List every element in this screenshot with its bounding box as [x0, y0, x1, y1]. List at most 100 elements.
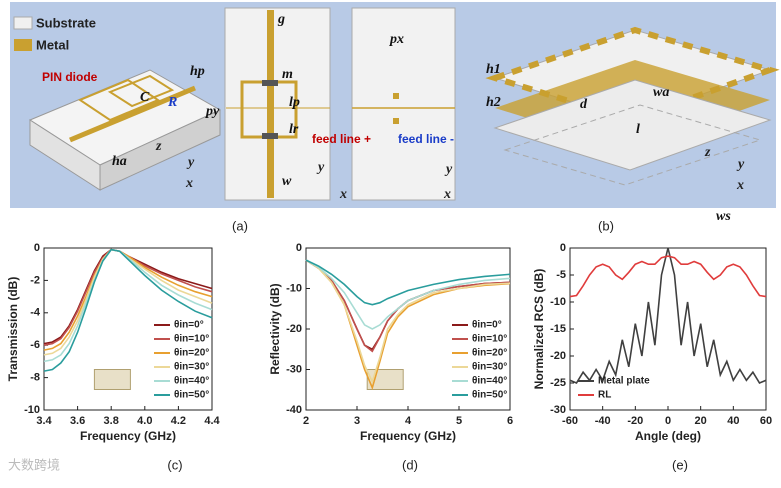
series-line — [569, 255, 767, 298]
x-tick-label: -20 — [627, 415, 643, 427]
x-tick-label: 5 — [456, 415, 462, 427]
panel-label: (a) — [232, 218, 248, 233]
y-tick-label: -30 — [550, 404, 566, 416]
watermark: 大数跨境 — [8, 457, 60, 472]
diagram-label: w — [282, 174, 292, 189]
y-tick-label: -10 — [286, 282, 302, 294]
y-tick-label: -10 — [550, 296, 566, 308]
legend-label: θin=20° — [174, 348, 209, 359]
unit-cell-bottom — [351, 7, 456, 201]
x-axis-title: Frequency (GHz) — [360, 429, 456, 443]
axis-indicator: x — [736, 178, 744, 193]
diagram-label: lr — [289, 122, 299, 137]
axis-indicator: x — [339, 187, 347, 202]
material-label: Substrate — [36, 15, 96, 30]
unit-cell-3d — [28, 69, 222, 191]
y-axis-title: Transmission (dB) — [6, 277, 20, 382]
inset-image — [93, 369, 131, 390]
legend-label: θin=40° — [472, 376, 507, 387]
y-tick-label: -8 — [30, 372, 40, 384]
series-line — [569, 247, 767, 385]
legend-label: θin=0° — [174, 320, 204, 331]
plot-area — [43, 247, 213, 411]
series-line — [305, 259, 511, 306]
legend-label: θin=30° — [174, 362, 209, 373]
legend-label: θin=20° — [472, 348, 507, 359]
legend-label: θin=10° — [472, 334, 507, 345]
series-line — [305, 259, 511, 330]
x-tick-label: 0 — [665, 415, 671, 427]
diagram-label: PIN diode — [42, 70, 98, 84]
axis-indicator: x — [185, 176, 193, 191]
axis-indicator: y — [736, 157, 745, 172]
y-tick-label: -20 — [550, 350, 566, 362]
axis-indicator: z — [704, 145, 711, 160]
y-tick-label: -5 — [556, 269, 566, 281]
x-tick-label: 4.2 — [171, 415, 186, 427]
axis-indicator: y — [316, 160, 325, 175]
y-tick-label: 0 — [296, 242, 302, 254]
y-tick-label: -4 — [30, 307, 41, 319]
y-tick-label: -10 — [24, 404, 40, 416]
diagram-label: ha — [112, 154, 127, 169]
legend-label: θin=30° — [472, 362, 507, 373]
material-swatches — [13, 16, 33, 51]
legend-label: RL — [598, 390, 611, 401]
x-tick-label: 60 — [760, 415, 772, 427]
diagram-label: feed line - — [398, 132, 454, 146]
y-tick-label: -30 — [286, 363, 302, 375]
panel-label: (e) — [672, 457, 688, 472]
x-tick-label: 4.0 — [137, 415, 152, 427]
y-tick-label: -2 — [30, 274, 40, 286]
x-tick-label: -60 — [562, 415, 578, 427]
y-tick-label: 0 — [34, 242, 40, 254]
diagram-label: px — [389, 32, 404, 47]
legend-label: θin=0° — [472, 320, 502, 331]
legend-label: θin=10° — [174, 334, 209, 345]
series-line — [43, 248, 213, 372]
axis-indicator: y — [444, 162, 453, 177]
diagram-label: h1 — [486, 62, 501, 77]
legend-label: Metal plate — [598, 376, 650, 387]
x-tick-label: 3 — [354, 415, 360, 427]
y-axis-title: Reflectivity (dB) — [268, 283, 282, 374]
legend-label: θin=50° — [174, 390, 209, 401]
y-tick-label: -40 — [286, 404, 302, 416]
diagram-label: lp — [289, 95, 300, 110]
diagram-label: C — [140, 90, 150, 105]
x-tick-label: 20 — [695, 415, 707, 427]
x-tick-label: 2 — [303, 415, 309, 427]
diagram-label: l — [636, 122, 640, 137]
diagram-label: feed line + — [312, 132, 371, 146]
diagram-label: h2 — [486, 95, 501, 110]
diagram-label: d — [580, 97, 588, 112]
x-tick-label: 3.6 — [70, 415, 85, 427]
material-label: Metal — [36, 37, 69, 52]
panel-label: (c) — [167, 457, 182, 472]
axis-indicator: y — [186, 155, 195, 170]
diagram-label: ws — [716, 209, 731, 224]
x-tick-label: 3.4 — [36, 415, 52, 427]
diagram-label: m — [282, 67, 293, 82]
x-tick-label: 4 — [405, 415, 412, 427]
diagram-label: py — [205, 104, 220, 119]
panel-label: (d) — [402, 457, 418, 472]
panel-label: (b) — [598, 218, 614, 233]
unit-cell-top — [224, 7, 331, 201]
y-tick-label: -25 — [550, 377, 566, 389]
diagram-label: wa — [653, 85, 669, 100]
y-tick-label: -15 — [550, 323, 566, 335]
y-tick-label: -6 — [30, 339, 40, 351]
axis-indicator: x — [443, 187, 451, 202]
legend-label: θin=40° — [174, 376, 209, 387]
x-axis-title: Angle (deg) — [635, 429, 701, 443]
x-tick-label: -40 — [595, 415, 611, 427]
y-tick-label: -20 — [286, 323, 302, 335]
x-tick-label: 3.8 — [104, 415, 119, 427]
x-tick-label: 40 — [727, 415, 739, 427]
diagram-label: R — [167, 95, 177, 110]
x-axis-title: Frequency (GHz) — [80, 429, 176, 443]
diagram-label: hp — [190, 64, 205, 79]
x-tick-label: 6 — [507, 415, 513, 427]
